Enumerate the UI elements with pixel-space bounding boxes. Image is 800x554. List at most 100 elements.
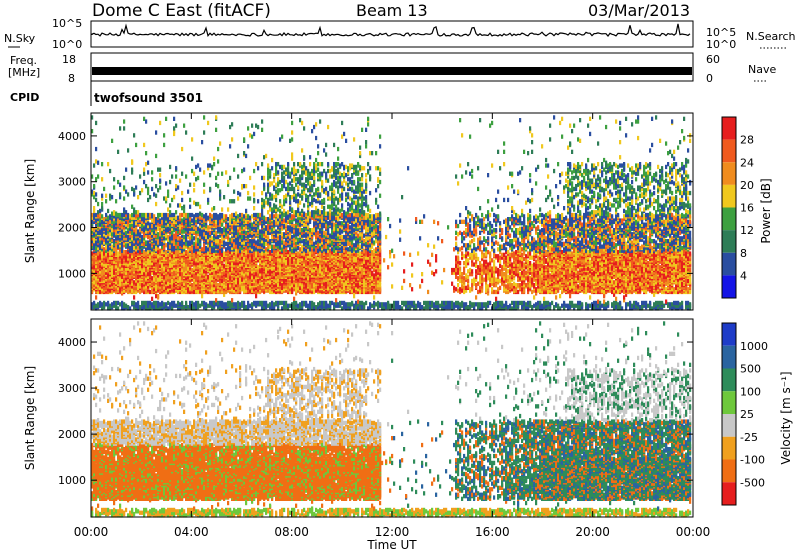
range-gate-cell	[217, 184, 219, 188]
range-gate-cell	[261, 176, 263, 180]
range-gate-cell	[191, 213, 193, 217]
range-gate-cell	[159, 218, 161, 222]
range-gate-cell	[279, 188, 281, 192]
range-gate-cell	[191, 250, 193, 254]
range-gate-cell	[207, 247, 209, 251]
range-gate-cell	[239, 223, 241, 227]
range-gate-cell	[159, 213, 161, 217]
range-gate-cell	[243, 301, 245, 305]
range-gate-cell	[149, 301, 151, 305]
range-gate-cell	[123, 250, 125, 254]
range-gate-cell	[111, 232, 113, 236]
range-gate-cell	[123, 213, 125, 217]
range-gate-cell	[133, 280, 135, 284]
range-gate-cell	[283, 170, 285, 174]
range-gate-cell	[247, 126, 249, 130]
range-gate-cell	[123, 196, 125, 200]
range-gate-cell	[287, 183, 289, 187]
range-gate-cell	[177, 236, 179, 240]
range-gate-cell	[185, 174, 187, 178]
range-gate-cell	[257, 213, 259, 217]
range-gate-cell	[119, 282, 121, 286]
range-gate-cell	[227, 258, 229, 262]
range-gate-cell	[199, 251, 201, 255]
range-gate-cell	[207, 216, 209, 220]
range-gate-cell	[217, 214, 219, 218]
range-gate-cell	[181, 218, 183, 222]
range-gate-cell	[127, 305, 129, 309]
range-gate-cell	[243, 137, 245, 141]
range-gate-cell	[105, 213, 107, 217]
range-gate-cell	[269, 192, 271, 196]
range-gate-cell	[249, 196, 251, 200]
range-gate-cell	[215, 298, 217, 302]
range-gate-cell	[275, 221, 277, 225]
range-gate-cell	[219, 213, 221, 217]
range-gate-cell	[179, 236, 181, 240]
range-gate-cell	[109, 169, 111, 173]
range-gate-cell	[229, 238, 231, 242]
range-gate-cell	[93, 245, 95, 249]
range-gate-cell	[115, 217, 117, 221]
range-gate-cell	[173, 213, 175, 217]
range-gate-cell	[191, 235, 193, 239]
range-gate-cell	[139, 228, 141, 232]
range-gate-cell	[233, 190, 235, 194]
range-gate-cell	[135, 210, 137, 214]
range-gate-cell	[113, 239, 115, 243]
range-gate-cell	[205, 239, 207, 243]
range-gate-cell	[231, 213, 233, 217]
range-gate-cell	[177, 242, 179, 246]
range-gate-cell	[133, 295, 135, 299]
range-gate-cell	[209, 231, 211, 235]
range-gate-cell	[95, 295, 97, 299]
range-gate-cell	[155, 301, 157, 305]
range-gate-cell	[233, 302, 235, 306]
range-gate-cell	[211, 231, 213, 235]
range-gate-cell	[151, 213, 153, 217]
range-gate-cell	[125, 190, 127, 194]
range-gate-cell	[285, 194, 287, 198]
range-gate-cell	[181, 198, 183, 202]
range-gate-cell	[189, 183, 191, 187]
nave-tick-top: 60	[706, 53, 720, 66]
range-gate-cell	[127, 235, 129, 239]
range-gate-cell	[203, 232, 205, 236]
date-title: 03/Mar/2013	[588, 1, 690, 20]
range-gate-cell	[93, 260, 95, 264]
range-gate-cell	[189, 242, 191, 246]
range-gate-cell	[267, 245, 269, 249]
range-gate-cell	[215, 176, 217, 180]
range-gate-cell	[131, 159, 133, 163]
range-gate-cell	[279, 209, 281, 213]
range-gate-cell	[157, 213, 159, 217]
range-gate-cell	[255, 301, 257, 305]
range-gate-cell	[285, 301, 287, 305]
range-gate-cell	[227, 180, 229, 184]
range-gate-cell	[273, 195, 275, 199]
range-gate-cell	[165, 117, 167, 121]
range-gate-cell	[165, 302, 167, 306]
nave-label: Nave	[748, 63, 776, 76]
range-gate-cell	[203, 214, 205, 218]
range-gate-cell	[125, 168, 127, 172]
range-gate-cell	[143, 213, 145, 217]
range-gate-cell	[203, 190, 205, 194]
range-gate-cell	[253, 213, 255, 217]
range-gate-cell	[225, 242, 227, 246]
range-gate-cell	[147, 250, 149, 254]
range-gate-cell	[279, 273, 281, 277]
range-gate-cell	[143, 117, 145, 121]
range-gate-cell	[157, 168, 159, 172]
range-gate-cell	[249, 239, 251, 243]
range-gate-cell	[249, 216, 251, 220]
range-gate-cell	[141, 235, 143, 239]
range-gate-cell	[195, 243, 197, 247]
range-gate-cell	[161, 242, 163, 246]
range-gate-cell	[149, 195, 151, 199]
range-gate-cell	[157, 301, 159, 305]
range-gate-cell	[131, 187, 133, 191]
range-gate-cell	[93, 191, 95, 195]
range-gate-cell	[155, 221, 157, 225]
range-gate-cell	[139, 250, 141, 254]
